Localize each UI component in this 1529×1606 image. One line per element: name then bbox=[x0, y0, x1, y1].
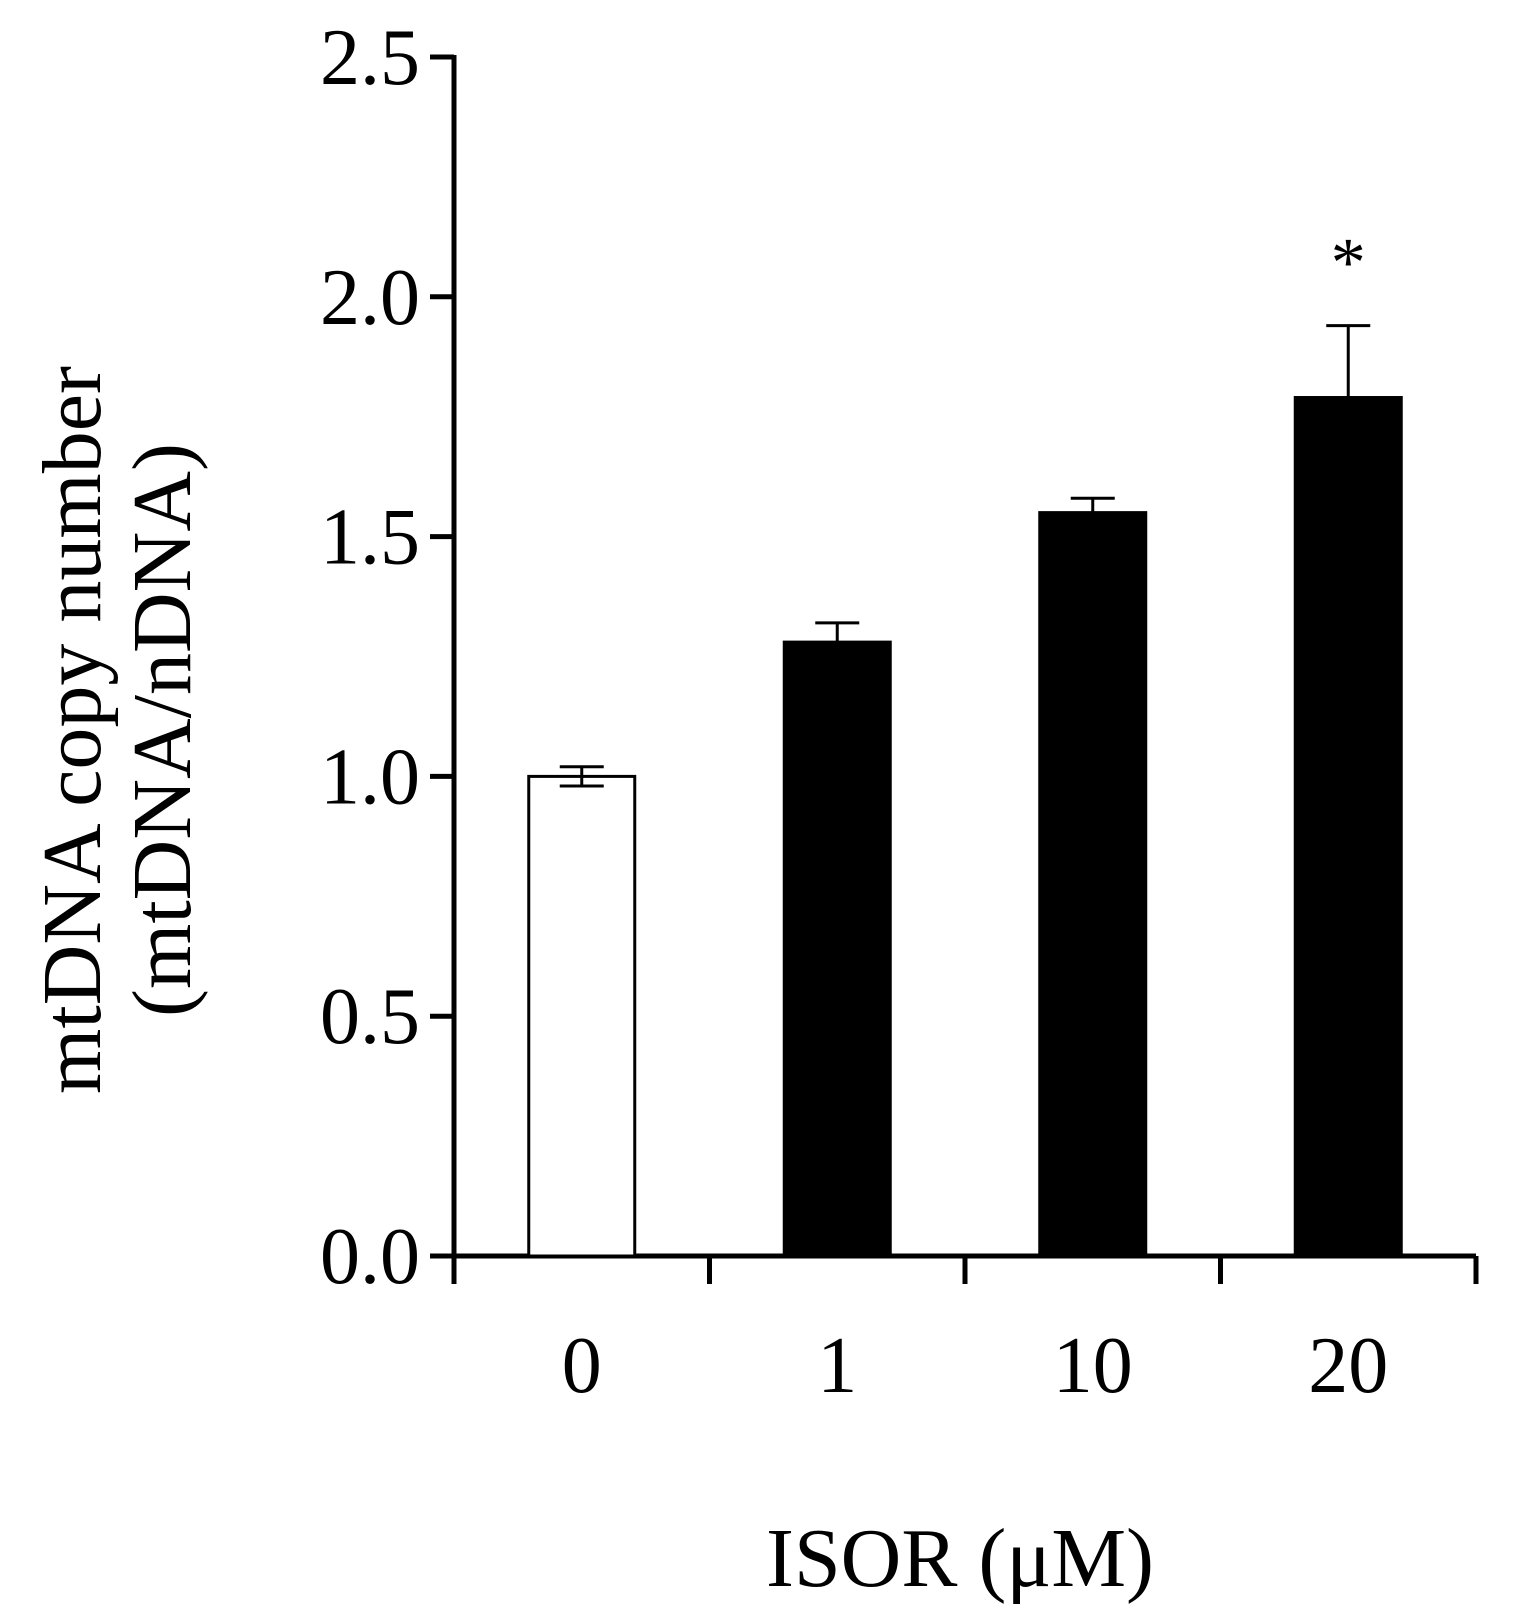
y-tick-label: 2.0 bbox=[320, 254, 420, 342]
y-axis: 0.0 0.5 1.0 1.5 2.0 2.5 bbox=[320, 14, 457, 1301]
axis-titles: ISOR (μM) mtDNA copy number (mtDNA/nDNA) bbox=[26, 366, 1154, 1605]
x-axis-title: ISOR (μM) bbox=[766, 1512, 1154, 1605]
bar bbox=[782, 640, 892, 1258]
x-tick-label: 20 bbox=[1308, 1322, 1388, 1410]
y-tick-label: 0.5 bbox=[320, 973, 420, 1061]
x-tick-label: 10 bbox=[1053, 1322, 1133, 1410]
y-tick-label: 0.0 bbox=[320, 1213, 420, 1301]
y-axis-title-line1: mtDNA copy number bbox=[26, 366, 119, 1094]
x-tick-label: 1 bbox=[817, 1322, 857, 1410]
y-axis-title-line2: (mtDNA/nDNA) bbox=[116, 443, 209, 1017]
x-axis: 0 1 10 20 bbox=[451, 1253, 1479, 1410]
bar bbox=[1038, 511, 1148, 1258]
y-tick-label: 1.0 bbox=[320, 733, 420, 821]
bar bbox=[1293, 396, 1403, 1258]
y-tick-label: 2.5 bbox=[320, 14, 420, 102]
y-tick-label: 1.5 bbox=[320, 494, 420, 582]
bars: * bbox=[527, 225, 1403, 1258]
x-tick-label: 0 bbox=[562, 1322, 602, 1410]
significance-marker: * bbox=[1331, 225, 1366, 302]
bar bbox=[527, 774, 637, 1258]
